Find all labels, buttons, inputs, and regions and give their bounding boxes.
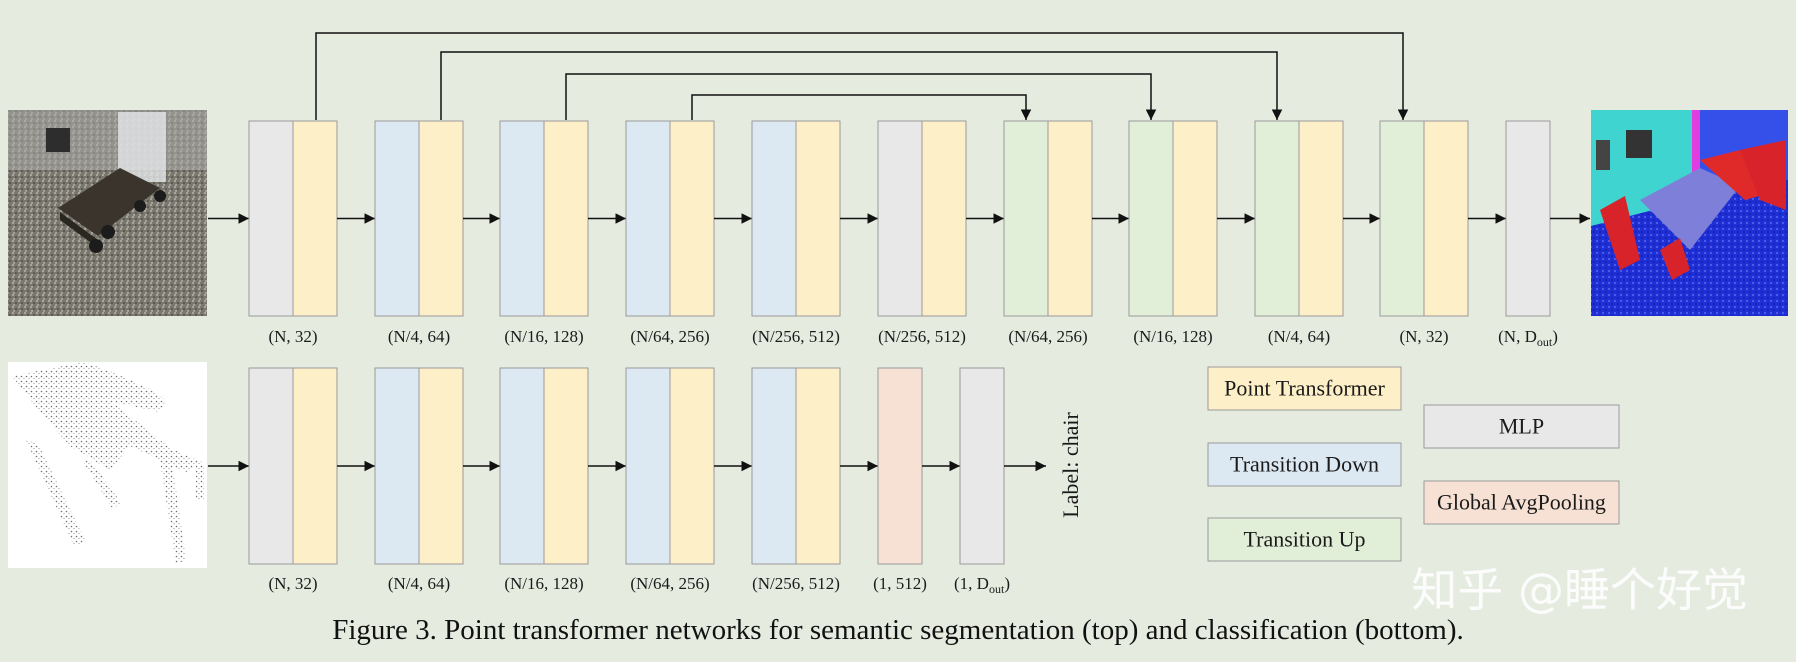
legend: Point Transformer Transition Down Transiti… [1207, 366, 1620, 562]
block-dim-label: (N/16, 128) [1133, 327, 1212, 346]
legend-swatch [1207, 517, 1402, 562]
transition-up-layer [1254, 120, 1300, 317]
point-transformer-layer [543, 120, 589, 317]
global-avgpooling-layer [877, 367, 923, 565]
point-transformer-layer [669, 120, 715, 317]
input-office-pointcloud-image [8, 110, 207, 316]
skip-connection-4 [691, 94, 1032, 120]
classification-network-row: (N, 32) (N/4, 64) (N/16, 128) (N/64, 256) (N… [208, 367, 1046, 596]
output-segmentation-image [1591, 110, 1788, 316]
point-transformer-layer [292, 120, 338, 317]
point-transformer-layer [543, 367, 589, 565]
network-block: (N/4, 64) [1254, 120, 1344, 346]
block-dim-label: (N, 32) [1399, 327, 1448, 346]
block-dim-label: (N/64, 256) [1008, 327, 1087, 346]
block-dim-label: (1, Dout) [954, 574, 1010, 596]
point-transformer-layer [418, 120, 464, 317]
network-block: (N/64, 256) [625, 120, 715, 346]
network-block: (N, 32) [248, 120, 338, 346]
network-block: (N/256, 512) [751, 120, 841, 346]
block-dim-label: (N/16, 128) [504, 574, 583, 593]
transition-down-layer [751, 120, 797, 317]
block-dim-label: (N/256, 512) [752, 327, 840, 346]
transition-down-layer [499, 367, 545, 565]
legend-item: Point Transformer [1207, 366, 1402, 411]
point-transformer-layer [1298, 120, 1344, 317]
transition-up-layer [1128, 120, 1174, 317]
point-transformer-layer [1172, 120, 1218, 317]
network-block: (N, Dout) [1498, 120, 1558, 349]
transition-down-layer [625, 120, 671, 317]
point-transformer-layer [921, 120, 967, 317]
legend-item: Global AvgPooling [1423, 480, 1620, 525]
skip-connection-2 [440, 51, 1283, 120]
legend-label: Point Transformer [1224, 376, 1385, 401]
mlp-layer [248, 120, 294, 317]
skip-connections [315, 32, 1409, 120]
point-transformer-layer [418, 367, 464, 565]
transition-down-layer [625, 367, 671, 565]
legend-swatch [1423, 404, 1620, 449]
legend-swatch [1207, 366, 1402, 411]
network-block: (1, Dout) [954, 367, 1010, 596]
transition-down-layer [499, 120, 545, 317]
transition-down-layer [374, 367, 420, 565]
legend-item: Transition Up [1207, 517, 1402, 562]
transition-up-layer [1379, 120, 1425, 317]
mlp-layer [959, 367, 1005, 565]
block-dim-label: (N, Dout) [1498, 327, 1558, 349]
network-block: (N/256, 512) [751, 367, 841, 593]
legend-swatch [1207, 442, 1402, 487]
skip-connection-1 [315, 32, 1409, 120]
legend-label: Transition Down [1230, 452, 1379, 477]
block-dim-label: (N, 32) [268, 574, 317, 593]
network-block: (N/64, 256) [1003, 120, 1093, 346]
block-dim-label: (N/256, 512) [878, 327, 966, 346]
point-transformer-layer [795, 367, 841, 565]
block-dim-label: (N/64, 256) [630, 327, 709, 346]
watermark: 知乎 @睡个好觉 [1411, 563, 1748, 617]
point-transformer-layer [669, 367, 715, 565]
network-block: (N, 32) [248, 367, 338, 593]
network-block: (N/16, 128) [499, 120, 589, 346]
legend-label: MLP [1499, 414, 1544, 439]
transition-down-layer [374, 120, 420, 317]
block-dim-label: (N/256, 512) [752, 574, 840, 593]
network-block: (N/256, 512) [877, 120, 967, 346]
network-block: (1, 512) [873, 367, 927, 593]
block-dim-label: (N/64, 256) [630, 574, 709, 593]
network-block: (N/16, 128) [1128, 120, 1218, 346]
block-dim-label: (N/4, 64) [388, 574, 450, 593]
transition-down-layer [751, 367, 797, 565]
legend-item: Transition Down [1207, 442, 1402, 487]
figure-caption: Figure 3. Point transformer networks for… [332, 614, 1464, 646]
network-block: (N/16, 128) [499, 367, 589, 593]
point-transformer-layer [1423, 120, 1469, 317]
legend-label: Transition Up [1243, 527, 1365, 552]
legend-item: MLP [1423, 404, 1620, 449]
input-chair-pointcloud-image [8, 362, 207, 568]
point-transformer-layer [795, 120, 841, 317]
mlp-layer [1505, 120, 1551, 317]
output-label: Label: chair [1058, 412, 1083, 518]
block-dim-label: (N/16, 128) [504, 327, 583, 346]
skip-connection-3 [565, 73, 1157, 120]
legend-label: Global AvgPooling [1437, 490, 1606, 515]
point-transformer-layer [1047, 120, 1093, 317]
transition-up-layer [1003, 120, 1049, 317]
network-block: (N, 32) [1379, 120, 1469, 346]
block-dim-label: (N/4, 64) [1268, 327, 1330, 346]
block-dim-label: (N, 32) [268, 327, 317, 346]
legend-swatch [1423, 480, 1620, 525]
network-block: (N/4, 64) [374, 367, 464, 593]
network-block: (N/4, 64) [374, 120, 464, 346]
mlp-layer [877, 120, 923, 317]
network-block: (N/64, 256) [625, 367, 715, 593]
block-dim-label: (1, 512) [873, 574, 927, 593]
mlp-layer [248, 367, 294, 565]
segmentation-network-row: (N, 32) (N/4, 64) (N/16, 128) (N/64, 256) (N… [208, 120, 1590, 349]
point-transformer-layer [292, 367, 338, 565]
block-dim-label: (N/4, 64) [388, 327, 450, 346]
